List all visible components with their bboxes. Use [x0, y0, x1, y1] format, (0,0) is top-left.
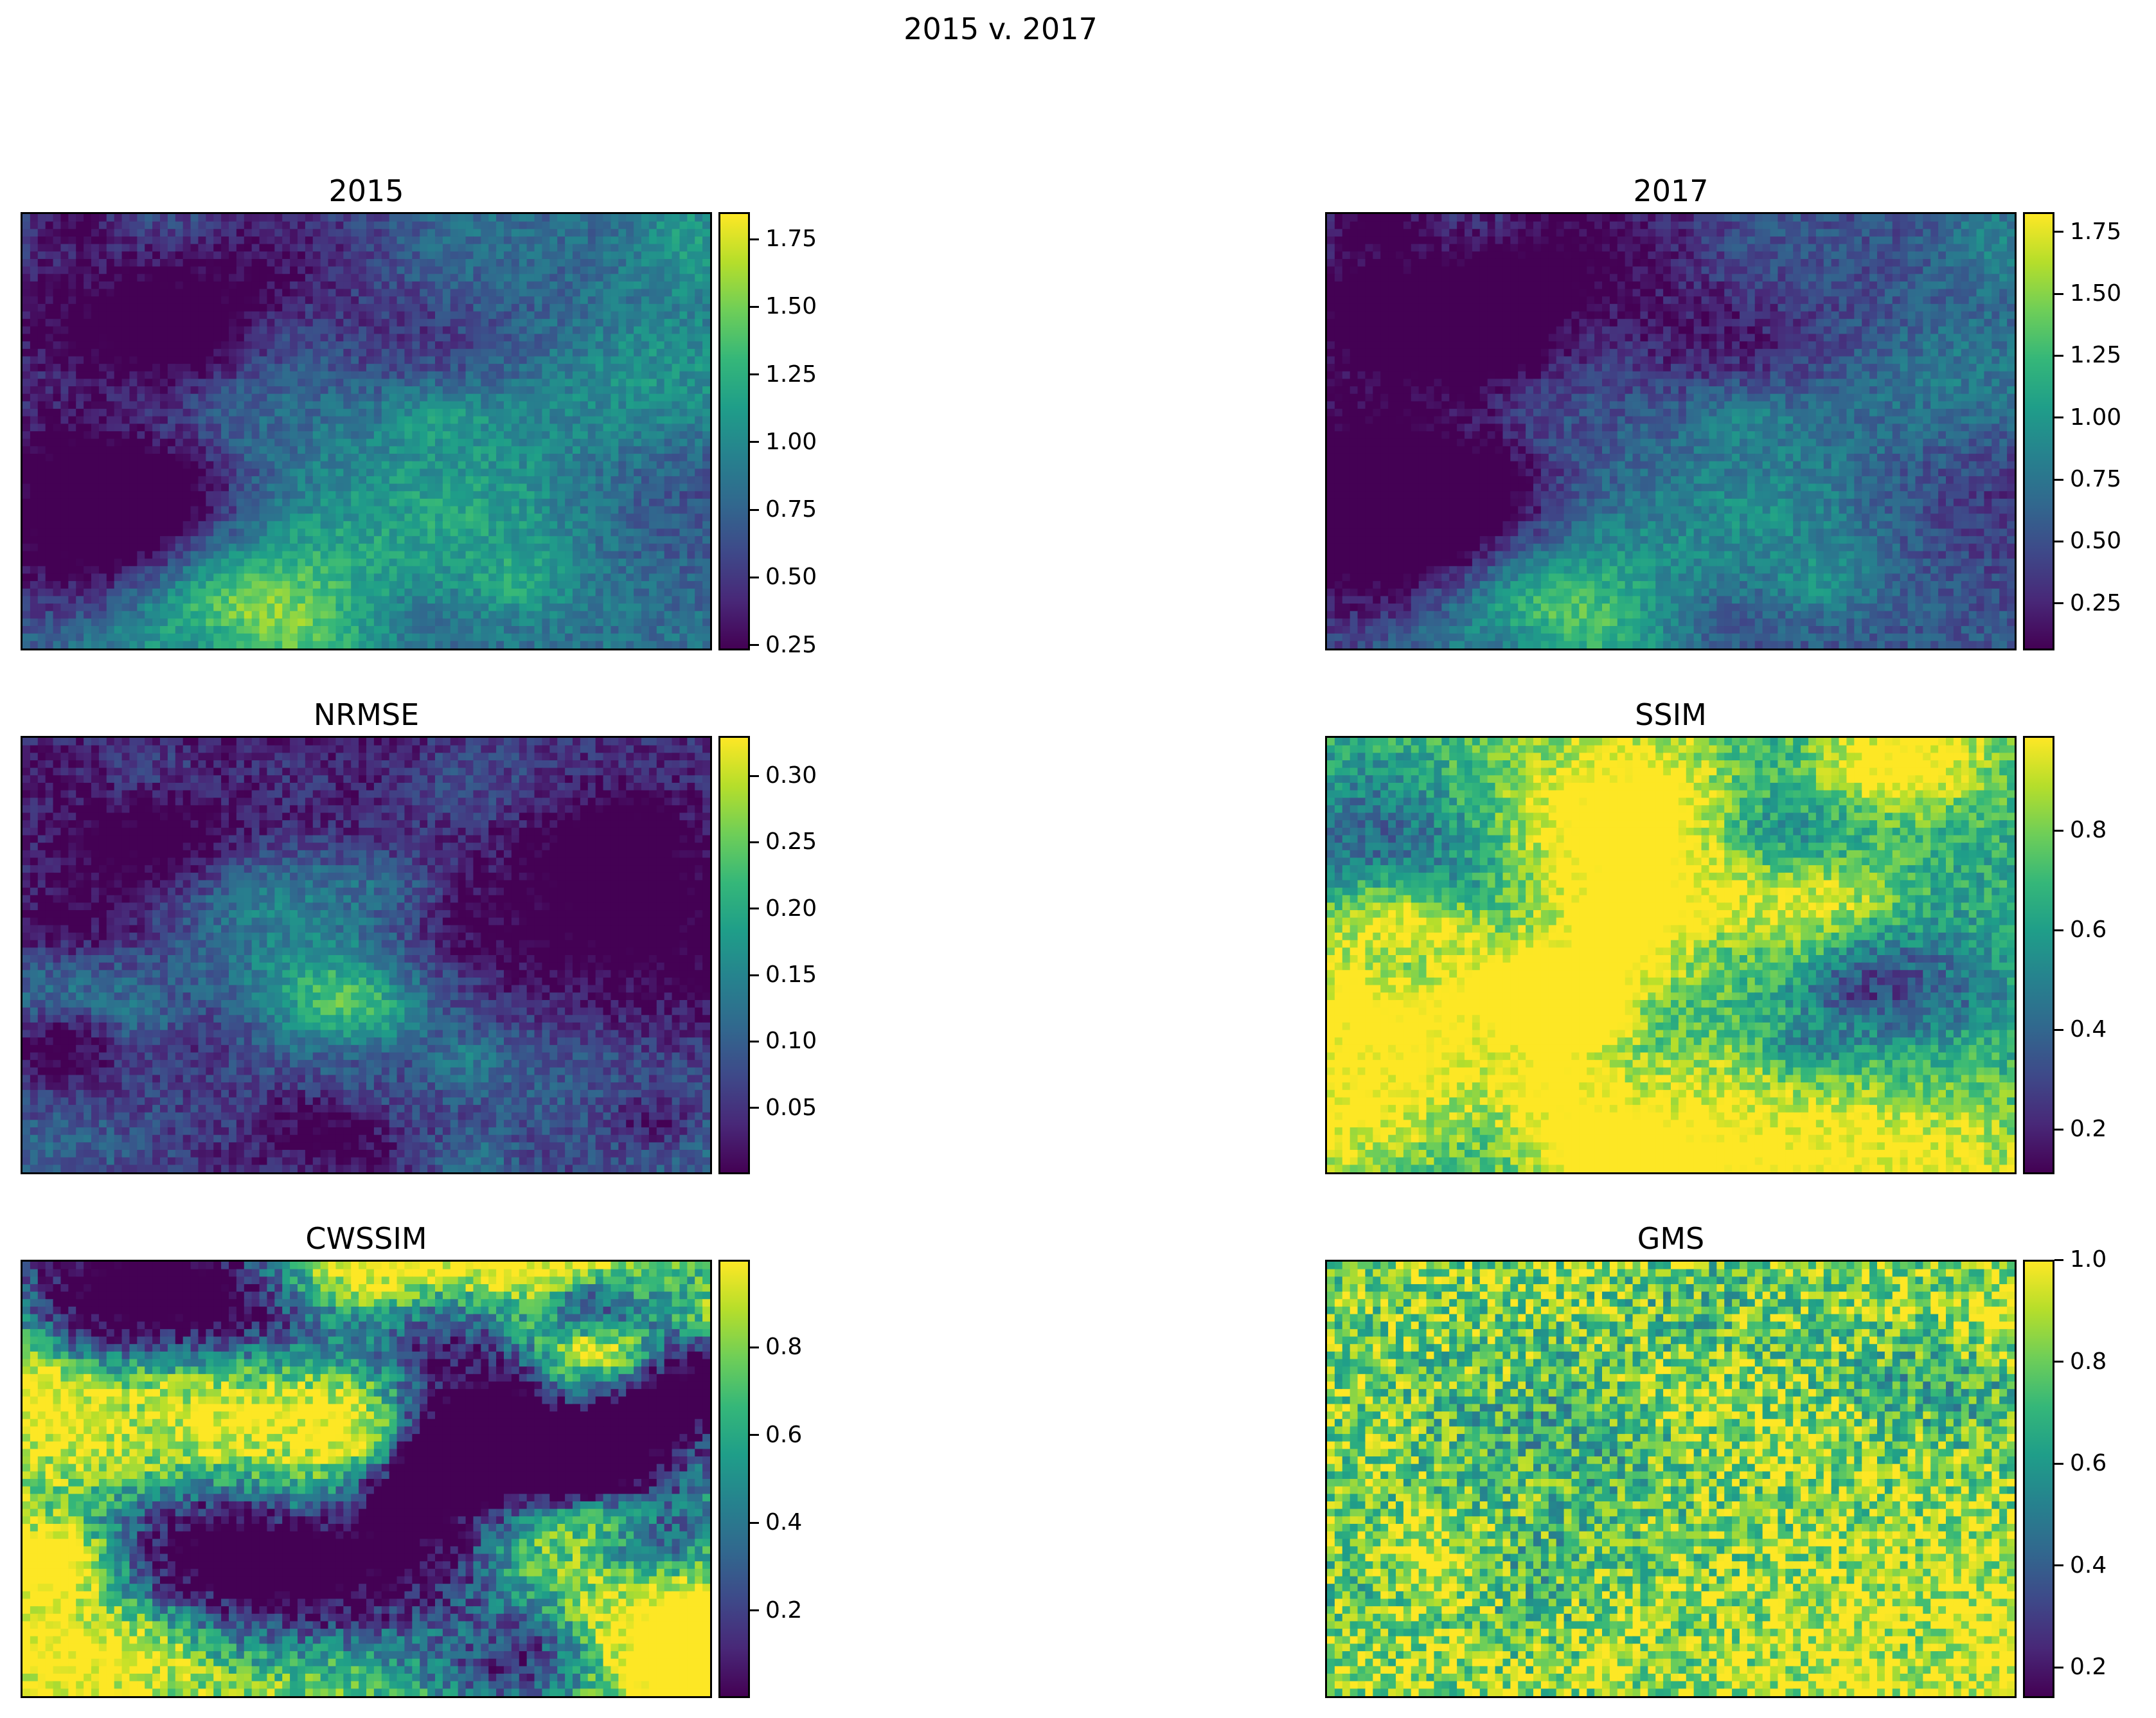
- panel-3-colorbar-tick-mark: [750, 1040, 759, 1042]
- panel-3-colorbar: [718, 736, 750, 1174]
- panel-2-colorbar-tick-label: 1.75: [2070, 219, 2121, 245]
- panel-3-colorbar-tick-label: 0.05: [765, 1095, 817, 1121]
- panel-1-colorbar-tick-mark: [750, 508, 759, 511]
- panel-2-colorbar: [2023, 212, 2054, 650]
- panel-1-colorbar-tick-label: 1.75: [765, 226, 817, 252]
- panel-2-colorbar-tick-label: 0.25: [2070, 590, 2121, 616]
- panel-3-colorbar-tick-label: 0.10: [765, 1028, 817, 1054]
- panel-6-heatmap: [1325, 1260, 2017, 1698]
- panel-4-colorbar-tick-label: 0.4: [2070, 1017, 2107, 1042]
- panel-2-colorbar-tick-mark: [2054, 540, 2063, 542]
- panel-3-colorbar-tick-mark: [750, 774, 759, 777]
- panel-3-colorbar-tick-label: 0.15: [765, 962, 817, 988]
- panel-3-colorbar-tick-mark: [750, 1107, 759, 1109]
- panel-6-colorbar-tick-mark: [2054, 1666, 2063, 1669]
- panel-2-heatmap: [1325, 212, 2017, 650]
- panel-1-title: 2015: [21, 174, 712, 208]
- panel-6-colorbar-tick-mark: [2054, 1462, 2063, 1465]
- panel-5-colorbar-tick-mark: [750, 1434, 759, 1436]
- panel-5-heatmap: [21, 1260, 712, 1698]
- panel-1-colorbar-tick-label: 0.75: [765, 497, 817, 523]
- panel-4-colorbar-tick-label: 0.6: [2070, 917, 2107, 943]
- panel-6-colorbar-tick-mark: [2054, 1361, 2063, 1363]
- panel-1-colorbar-tick-label: 1.50: [765, 294, 817, 319]
- panel-6-colorbar-tick-mark: [2054, 1564, 2063, 1567]
- panel-4-heatmap: [1325, 736, 2017, 1174]
- panel-4-colorbar-tick-mark: [2054, 1128, 2063, 1131]
- panel-1-colorbar: [718, 212, 750, 650]
- panel-6-colorbar-tick-label: 0.4: [2070, 1552, 2107, 1579]
- panel-1-heatmap: [21, 212, 712, 650]
- panel-1-colorbar-tick-label: 1.00: [765, 429, 817, 455]
- panel-2-colorbar-tick-mark: [2054, 416, 2063, 419]
- panel-2-colorbar-tick-label: 1.50: [2070, 281, 2121, 307]
- panel-1-colorbar-tick-label: 0.50: [765, 564, 817, 590]
- panel-2-colorbar-tick-label: 1.25: [2070, 343, 2121, 368]
- panel-5-colorbar-tick-mark: [750, 1346, 759, 1348]
- panel-1-colorbar-tick-label: 1.25: [765, 361, 817, 388]
- panel-5-colorbar: [718, 1260, 750, 1698]
- panel-1-colorbar-tick-mark: [750, 238, 759, 240]
- panel-2-title: 2017: [1325, 174, 2017, 208]
- panel-3-title: NRMSE: [21, 697, 712, 732]
- panel-5-colorbar-tick-mark: [750, 1521, 759, 1524]
- panel-5-colorbar-tick-mark: [750, 1609, 759, 1612]
- figure-title: 2015 v. 2017: [0, 12, 2001, 46]
- panel-5-colorbar-tick-label: 0.6: [765, 1422, 802, 1448]
- panel-3-heatmap-image: [22, 738, 710, 1172]
- panel-5-title: CWSSIM: [21, 1221, 712, 1256]
- panel-2-colorbar-tick-mark: [2054, 354, 2063, 357]
- panel-4-colorbar: [2023, 736, 2054, 1174]
- panel-1-heatmap-image: [22, 214, 710, 649]
- panel-1-colorbar-tick-mark: [750, 441, 759, 443]
- panel-3-colorbar-tick-label: 0.20: [765, 895, 817, 922]
- panel-4-colorbar-tick-label: 0.2: [2070, 1116, 2107, 1142]
- panel-1-colorbar-tick-mark: [750, 644, 759, 647]
- panel-1-colorbar-tick-label: 0.25: [765, 632, 817, 658]
- panel-5-heatmap-image: [22, 1262, 710, 1696]
- panel-1-colorbar-tick-mark: [750, 576, 759, 578]
- panel-4-heatmap-image: [1327, 738, 2015, 1172]
- panel-2-colorbar-tick-label: 0.75: [2070, 467, 2121, 492]
- panel-6-colorbar-tick-label: 0.2: [2070, 1654, 2107, 1680]
- panel-6-colorbar-tick-label: 0.6: [2070, 1451, 2107, 1476]
- panel-1-colorbar-tick-mark: [750, 373, 759, 376]
- panel-6-colorbar-tick-mark: [2054, 1258, 2063, 1261]
- panel-4-colorbar-tick-mark: [2054, 1028, 2063, 1031]
- panel-6-title: GMS: [1325, 1221, 2017, 1256]
- panel-2-colorbar-tick-mark: [2054, 292, 2063, 295]
- panel-3-colorbar-tick-mark: [750, 841, 759, 843]
- panel-3-colorbar-tick-label: 0.30: [765, 763, 817, 789]
- panel-3-colorbar-tick-mark: [750, 974, 759, 976]
- panel-4-colorbar-tick-label: 0.8: [2070, 818, 2107, 843]
- panel-4-colorbar-tick-mark: [2054, 929, 2063, 931]
- panel-5-colorbar-tick-label: 0.2: [765, 1597, 802, 1624]
- panel-2-colorbar-tick-label: 1.00: [2070, 404, 2121, 431]
- panel-1-colorbar-tick-mark: [750, 305, 759, 308]
- panel-2-heatmap-image: [1327, 214, 2015, 649]
- panel-6-colorbar: [2023, 1260, 2054, 1698]
- panel-4-title: SSIM: [1325, 697, 2017, 732]
- panel-3-colorbar-tick-mark: [750, 908, 759, 910]
- panel-3-heatmap: [21, 736, 712, 1174]
- panel-5-colorbar-tick-label: 0.8: [765, 1334, 802, 1360]
- panel-6-colorbar-tick-label: 1.0: [2070, 1247, 2107, 1273]
- panel-2-colorbar-tick-mark: [2054, 231, 2063, 233]
- panel-4-colorbar-tick-mark: [2054, 829, 2063, 832]
- panel-3-colorbar-tick-label: 0.25: [765, 829, 817, 855]
- panel-2-colorbar-tick-mark: [2054, 602, 2063, 605]
- panel-5-colorbar-tick-label: 0.4: [765, 1510, 802, 1535]
- panel-2-colorbar-tick-mark: [2054, 478, 2063, 481]
- panel-6-heatmap-image: [1327, 1262, 2015, 1696]
- panel-2-colorbar-tick-label: 0.50: [2070, 528, 2121, 554]
- panel-6-colorbar-tick-label: 0.8: [2070, 1348, 2107, 1375]
